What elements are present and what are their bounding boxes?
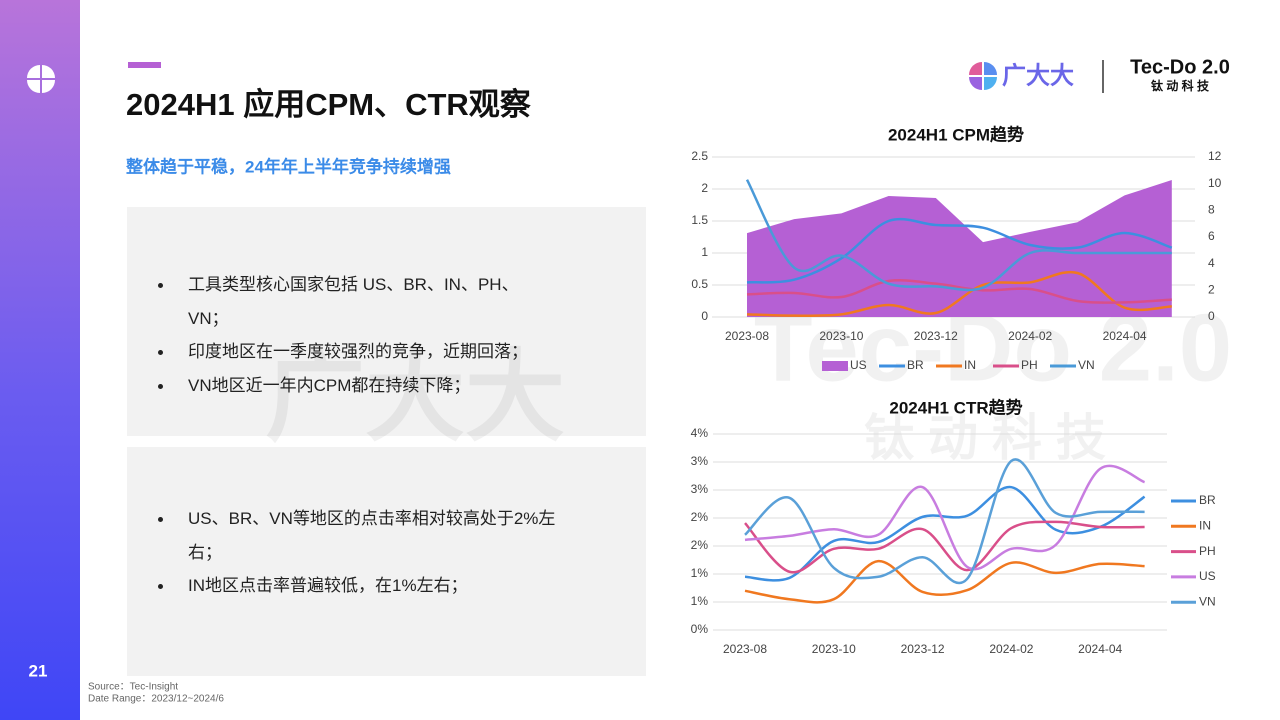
watermark-sub: 钛 动 科 技 bbox=[864, 410, 1106, 466]
y-tick-label: 2.5 bbox=[691, 149, 708, 163]
bullet: IN地区点击率普遍较低，在1%左右； bbox=[127, 569, 558, 603]
y-tick-label: 2 bbox=[701, 181, 708, 195]
y-tick-label: 3% bbox=[691, 454, 709, 468]
y2-tick-label: 10 bbox=[1208, 176, 1222, 190]
y-tick-label: 3% bbox=[691, 482, 709, 496]
logo-name: Tec-Do 2.0 bbox=[1130, 56, 1230, 78]
y2-tick-label: 6 bbox=[1208, 229, 1215, 243]
x-tick-label: 2023-08 bbox=[725, 329, 769, 343]
legend-label: PH bbox=[1021, 358, 1038, 372]
x-tick-label: 2023-12 bbox=[914, 329, 958, 343]
title: 2024H1 应用CPM、CTR观察 bbox=[126, 87, 532, 122]
bullet: 工具类型核心国家包括 US、BR、IN、PH、VN； bbox=[127, 268, 558, 335]
date-range: Date Range：2023/12~2024/6 bbox=[88, 694, 224, 705]
y-tick-label: 1% bbox=[691, 566, 709, 580]
bullet: VN地区近一年内CPM都在持续下降； bbox=[127, 369, 558, 403]
x-tick-label: 2024-04 bbox=[1078, 642, 1122, 656]
legend-swatch bbox=[822, 361, 848, 371]
y2-tick-label: 0 bbox=[1208, 309, 1215, 323]
side-logo bbox=[27, 65, 55, 93]
legend-label: PH bbox=[1199, 544, 1216, 558]
legend-label: VN bbox=[1199, 594, 1216, 608]
brand-logo: 广大大 Tec-Do 2.0 钛 动 科 技 bbox=[969, 56, 1230, 93]
y-tick-label: 0% bbox=[691, 622, 709, 636]
y2-tick-label: 4 bbox=[1208, 256, 1215, 270]
y2-tick-label: 2 bbox=[1208, 283, 1215, 297]
x-tick-label: 2023-10 bbox=[812, 642, 856, 656]
x-tick-label: 2023-10 bbox=[819, 329, 863, 343]
subtitle: 整体趋于平稳，24年年上半年竞争持续增强 bbox=[126, 156, 451, 176]
watermark: 广大大 Tec-Do 2.0 钛 动 科 技 bbox=[265, 294, 1232, 466]
x-tick-label: 2024-04 bbox=[1103, 329, 1147, 343]
chart-title: 2024H1 CTR趋势 bbox=[889, 397, 1022, 417]
bullet: US、BR、VN等地区的点击率相对较高处于2%左右； bbox=[127, 502, 558, 569]
y-tick-label: 2% bbox=[691, 510, 709, 524]
y-tick-label: 1 bbox=[701, 245, 708, 259]
y-tick-label: 0 bbox=[701, 309, 708, 323]
watermark-brand: 广大大 bbox=[265, 341, 565, 453]
sidebar bbox=[0, 0, 80, 720]
line bbox=[745, 179, 1172, 292]
bullet: 印度地区在一季度较强烈的竞争，近期回落； bbox=[127, 335, 558, 369]
line bbox=[746, 279, 1172, 304]
chart: 2024H1 CPM趋势 0 0.5 1 1.5 2 2.5 0 2 4 6 8 10 12 2023-08… bbox=[691, 124, 1221, 372]
legend-label: US bbox=[1199, 569, 1216, 583]
x-tick-label: 2023-12 bbox=[901, 642, 945, 656]
text-box: 工具类型核心国家包括 US、BR、IN、PH、VN； 印度地区在一季度较强烈的竞争… bbox=[127, 207, 646, 436]
brand-name: 广大大 bbox=[1002, 61, 1074, 89]
y2-tick-label: 8 bbox=[1208, 203, 1215, 217]
line bbox=[744, 458, 1145, 585]
legend-label: BR bbox=[1199, 493, 1216, 507]
text-box: US、BR、VN等地区的点击率相对较高处于2%左右； IN地区点击率普遍较低，在1… bbox=[127, 447, 646, 676]
line bbox=[746, 270, 1172, 317]
y-tick-label: 4% bbox=[691, 426, 709, 440]
line bbox=[744, 464, 1146, 571]
legend-label: BR bbox=[907, 358, 924, 372]
chart: 2024H1 CTR趋势 0% 1% 1% 2% 2% 3% 3% 4% 2023-08 2023-… bbox=[691, 397, 1216, 656]
line bbox=[744, 559, 1145, 604]
legend-label: IN bbox=[964, 358, 976, 372]
page-number: 21 bbox=[29, 661, 48, 680]
y-tick-label: 1.5 bbox=[691, 213, 708, 227]
line bbox=[746, 217, 1173, 284]
y-tick-label: 1% bbox=[691, 594, 709, 608]
bullet-list: 工具类型核心国家包括 US、BR、IN、PH、VN； 印度地区在一季度较强烈的竞争… bbox=[127, 268, 558, 402]
chart-title: 2024H1 CPM趋势 bbox=[888, 124, 1024, 144]
bullet-list: US、BR、VN等地区的点击率相对较高处于2%左右； IN地区点击率普遍较低，在1… bbox=[127, 502, 558, 603]
x-tick-label: 2023-08 bbox=[723, 642, 767, 656]
line bbox=[744, 520, 1145, 574]
area bbox=[747, 180, 1172, 317]
y2-tick-label: 12 bbox=[1208, 149, 1222, 163]
legend-label: VN bbox=[1078, 358, 1095, 372]
x-tick-label: 2024-02 bbox=[1008, 329, 1052, 343]
source: Source：Tec-Insight bbox=[88, 682, 178, 693]
line bbox=[744, 485, 1146, 582]
x-tick-label: 2024-02 bbox=[989, 642, 1033, 656]
legend-label: US bbox=[850, 358, 867, 372]
y-tick-label: 0.5 bbox=[691, 277, 708, 291]
legend-label: IN bbox=[1199, 518, 1211, 532]
logo-sub: 钛 动 科 技 bbox=[1151, 78, 1210, 93]
accent-bar bbox=[128, 62, 161, 68]
y-tick-label: 2% bbox=[691, 538, 709, 552]
